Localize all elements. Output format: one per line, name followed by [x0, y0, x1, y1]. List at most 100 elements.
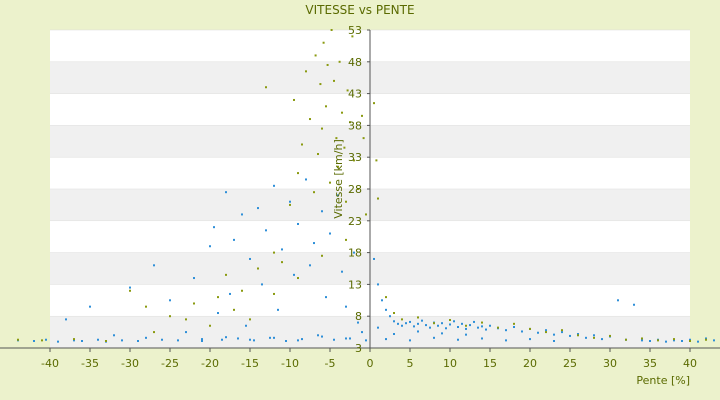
data-point [449, 319, 451, 322]
data-point [153, 331, 155, 334]
data-point [325, 105, 327, 108]
data-point [385, 338, 387, 341]
x-tick-label: 40 [683, 357, 697, 370]
data-point [601, 338, 603, 341]
data-point [293, 98, 295, 101]
data-point [473, 320, 475, 323]
data-point [689, 340, 691, 343]
data-point [169, 315, 171, 318]
data-point [365, 213, 367, 216]
data-point [233, 238, 235, 241]
data-point [417, 330, 419, 333]
data-point [489, 324, 491, 327]
x-tick-label: 20 [523, 357, 537, 370]
data-point [351, 35, 354, 38]
data-point [249, 318, 251, 321]
data-point [313, 191, 315, 194]
data-point [261, 283, 263, 286]
data-point [585, 336, 587, 339]
x-axis-ticks: -40 -35 -30 -25 -20 -15 -10 -5 0 5 10 15 20 25 30 35 40 [41, 348, 697, 370]
data-point [321, 210, 323, 213]
data-point [289, 200, 291, 203]
data-point [553, 333, 555, 336]
data-point [421, 319, 423, 322]
data-point [705, 338, 707, 341]
data-point [417, 316, 419, 319]
data-point [401, 318, 403, 321]
data-point [341, 111, 343, 114]
data-point [217, 296, 219, 299]
data-point [17, 338, 19, 341]
data-point [161, 338, 163, 341]
data-point [365, 339, 367, 342]
data-point [193, 277, 195, 280]
data-point [237, 337, 239, 340]
data-point [521, 330, 523, 333]
data-point [362, 137, 365, 140]
data-point [385, 308, 387, 311]
data-point [301, 143, 303, 146]
data-point [338, 60, 341, 63]
data-point [293, 273, 295, 276]
data-point [273, 251, 275, 254]
data-point [457, 338, 459, 341]
data-point [433, 336, 435, 339]
data-point [457, 326, 459, 329]
data-point [505, 339, 507, 342]
data-point [377, 197, 379, 200]
data-point [465, 324, 467, 327]
data-point [405, 322, 407, 325]
data-point [137, 340, 139, 343]
data-point [233, 308, 235, 311]
data-point [513, 326, 515, 329]
data-point [113, 334, 115, 337]
x-tick-label: 25 [563, 357, 577, 370]
data-point [561, 329, 563, 332]
data-point [273, 292, 275, 295]
data-point [225, 336, 227, 339]
data-point [373, 102, 375, 105]
data-point [201, 338, 203, 341]
data-point [609, 334, 611, 337]
data-point [273, 184, 275, 187]
data-point [553, 340, 555, 343]
data-point [713, 339, 715, 342]
data-point [481, 337, 483, 340]
data-point [317, 153, 319, 156]
data-point [529, 338, 531, 341]
data-point [357, 188, 359, 190]
data-point [649, 340, 651, 343]
data-point [325, 296, 327, 299]
y-tick-label: 23 [348, 215, 362, 228]
data-point [409, 339, 411, 342]
data-point [513, 322, 515, 325]
data-point [361, 114, 363, 117]
x-tick-label: -20 [201, 357, 219, 370]
data-point [345, 305, 347, 308]
data-point [305, 178, 307, 181]
data-point [121, 339, 123, 342]
data-point [321, 335, 323, 338]
x-tick-label: 15 [483, 357, 497, 370]
data-point [73, 338, 75, 341]
data-point [337, 194, 339, 197]
data-point [413, 325, 415, 328]
data-point [465, 327, 467, 330]
data-point [185, 318, 187, 321]
data-point [321, 127, 323, 130]
data-point [625, 338, 627, 341]
data-point [65, 318, 67, 321]
data-point [401, 324, 403, 327]
data-point [330, 29, 333, 31]
data-point [353, 159, 355, 162]
data-point [335, 137, 338, 140]
data-point [57, 340, 59, 343]
data-point [433, 322, 435, 325]
data-point [497, 326, 499, 329]
x-tick-label: -40 [41, 357, 59, 370]
data-point [349, 337, 351, 340]
x-tick-label: -5 [325, 357, 336, 370]
data-point [326, 63, 329, 66]
data-point [417, 322, 419, 325]
